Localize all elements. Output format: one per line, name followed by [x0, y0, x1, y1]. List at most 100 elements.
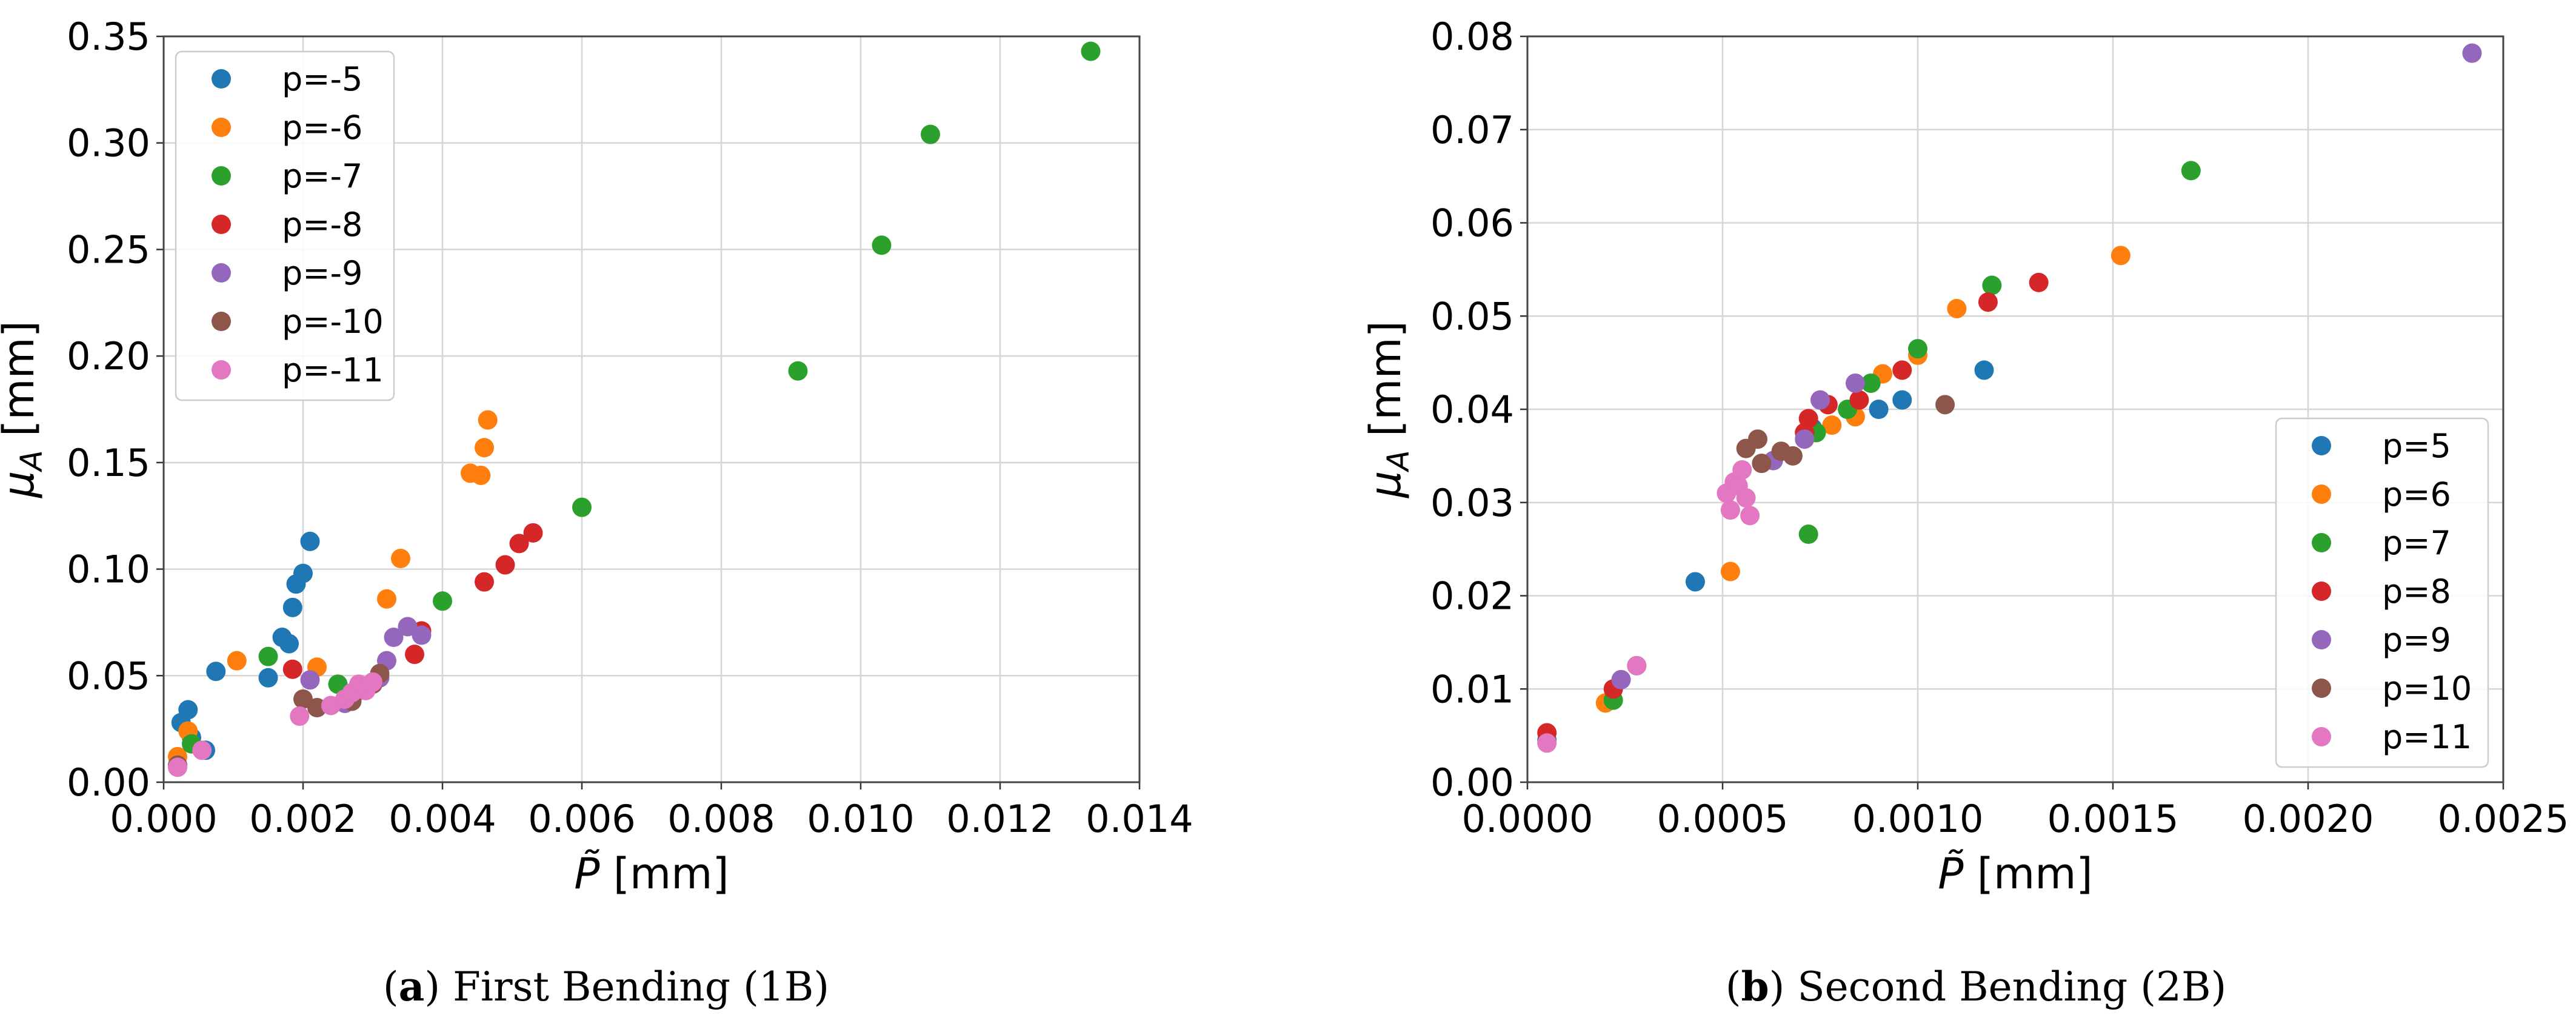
- x-tick-label: 0.006: [528, 797, 636, 841]
- data-point: [363, 672, 382, 692]
- x-tick-label: 0.0000: [1462, 797, 1593, 841]
- y-tick-label: 0.15: [67, 441, 150, 485]
- legend-marker: [2312, 533, 2331, 552]
- legend-marker: [212, 166, 231, 186]
- y-tick-label: 0.25: [67, 227, 150, 272]
- y-tick-label: 0.00: [1430, 760, 1514, 805]
- data-point: [1978, 292, 1998, 312]
- data-point: [788, 361, 808, 381]
- data-point: [328, 674, 348, 694]
- legend-marker: [2312, 630, 2331, 649]
- y-tick-label: 0.07: [1430, 108, 1514, 152]
- data-point: [290, 706, 310, 726]
- data-point: [1798, 525, 1818, 545]
- data-point: [1627, 655, 1647, 675]
- data-point: [1982, 275, 2002, 295]
- y-tick-label: 0.06: [1430, 201, 1514, 246]
- data-point: [1740, 506, 1760, 526]
- data-point: [1720, 500, 1740, 520]
- y-tick-label: 0.20: [67, 334, 150, 378]
- data-point: [168, 757, 187, 777]
- y-tick-label: 0.04: [1430, 387, 1514, 432]
- axes-frame: [162, 35, 1141, 783]
- data-point: [1810, 390, 1830, 410]
- legend-box: [175, 50, 395, 401]
- data-point: [227, 651, 247, 671]
- data-point: [405, 645, 424, 665]
- data-point: [1736, 488, 1756, 508]
- x-tick-label: 0.004: [389, 797, 496, 841]
- y-tick-label: 0.00: [67, 760, 150, 805]
- data-point: [1869, 400, 1889, 419]
- data-point: [2181, 161, 2201, 181]
- x-tick-label: 0.012: [946, 797, 1054, 841]
- data-point: [1908, 339, 1927, 359]
- x-tick-label: 0.008: [667, 797, 775, 841]
- data-point: [1783, 446, 1803, 466]
- legend-label: p=-7: [282, 157, 362, 195]
- y-tick-label: 0.05: [67, 654, 150, 698]
- data-point: [1845, 373, 1865, 393]
- legend-label: p=7: [2382, 524, 2451, 562]
- legend-marker: [2312, 582, 2331, 601]
- x-axis-label: P̃ [mm]: [1938, 849, 2092, 899]
- charts-container: 0.000 0.002 0.004 0.006 0.008 0.010 0.012 0.014…: [0, 15, 2569, 1010]
- data-point: [1892, 360, 1912, 380]
- y-tick-label: 0.03: [1430, 481, 1514, 525]
- y-tick-label: 0.01: [1430, 667, 1514, 711]
- data-point: [872, 235, 892, 255]
- data-point: [1611, 669, 1631, 689]
- data-point: [495, 555, 515, 575]
- data-point: [1822, 415, 1842, 435]
- data-point: [475, 438, 494, 458]
- data-point: [471, 465, 491, 485]
- data-point: [192, 740, 212, 760]
- data-point: [377, 589, 396, 609]
- y-tick-label: 0.02: [1430, 574, 1514, 618]
- legend-marker: [212, 215, 231, 234]
- data-point: [1935, 395, 1955, 415]
- data-point: [412, 625, 432, 645]
- data-point: [300, 531, 320, 551]
- x-tick-label: 0.014: [1086, 797, 1193, 841]
- chart-b: 0.0000 0.0005 0.0010 0.0015 0.0020 0.0025 0.00…: [1361, 15, 2569, 1010]
- legend-label: p=-10: [282, 303, 384, 341]
- subfigure-caption: (a) First Bending (1B): [383, 963, 829, 1010]
- legend-label: p=8: [2382, 572, 2451, 611]
- legend-marker: [212, 360, 231, 380]
- data-point: [1752, 454, 1772, 474]
- data-point: [258, 668, 278, 688]
- data-point: [384, 628, 404, 648]
- data-point: [391, 549, 410, 568]
- data-point: [509, 534, 529, 554]
- legend-marker: [212, 118, 231, 137]
- data-point: [282, 659, 302, 679]
- x-tick-label: 0.0015: [2047, 797, 2179, 841]
- data-point: [398, 617, 418, 637]
- legend: p=5 p=6 p=7 p=8 p=9 p=10 p=11: [2275, 417, 2489, 768]
- data-point: [300, 670, 320, 690]
- series-p=-7: [182, 41, 1101, 754]
- y-axis-label: μA [mm]: [0, 321, 49, 498]
- data-point: [1747, 429, 1767, 449]
- legend-marker: [212, 312, 231, 331]
- data-point: [293, 563, 313, 583]
- data-point: [1685, 572, 1705, 592]
- data-point: [572, 497, 592, 517]
- legend-label: p=11: [2382, 718, 2472, 756]
- data-point: [475, 572, 494, 592]
- legend-label: p=-11: [282, 351, 384, 389]
- legend: p=-5 p=-6 p=-7 p=-8 p=-9 p=-10 p=-11: [175, 50, 395, 401]
- series-p=-11: [168, 672, 382, 777]
- data-point: [1849, 390, 1869, 410]
- data-point: [2029, 272, 2049, 292]
- legend-label: p=-5: [282, 60, 362, 98]
- legend-box: [2275, 417, 2489, 768]
- x-axis-label: P̃ [mm]: [574, 849, 729, 899]
- x-tick-label: 0.0020: [2243, 797, 2374, 841]
- data-point: [1861, 373, 1881, 393]
- x-tick-label: 0.002: [249, 797, 357, 841]
- legend-label: p=6: [2382, 475, 2451, 514]
- legend-label: p=-6: [282, 109, 362, 147]
